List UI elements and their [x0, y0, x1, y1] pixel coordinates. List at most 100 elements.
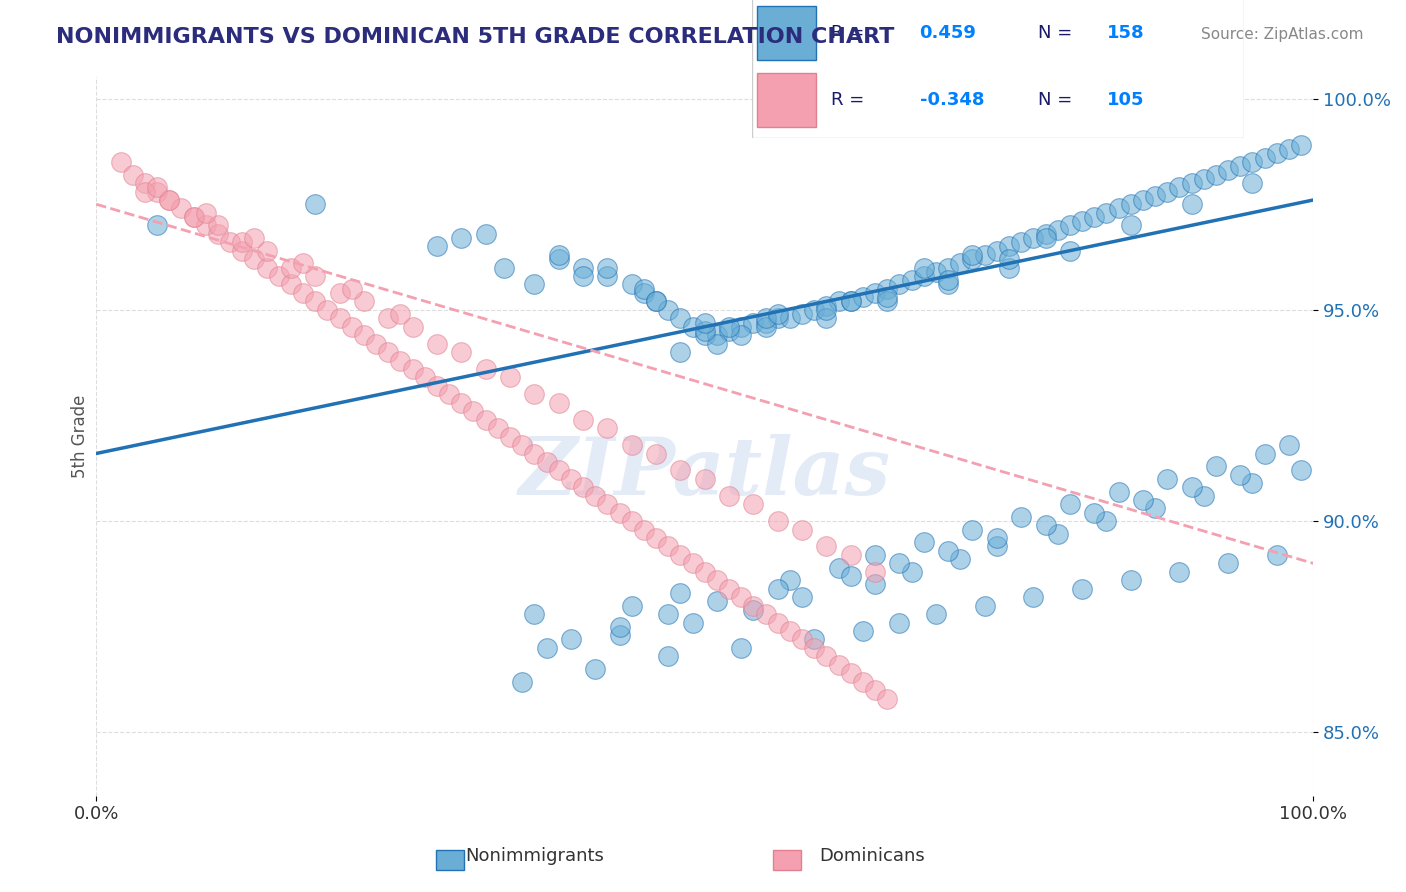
Text: R =: R = — [831, 91, 870, 109]
Point — [790, 523, 813, 537]
Point — [742, 316, 765, 330]
Point — [1205, 168, 1227, 182]
Point — [962, 252, 984, 267]
Point — [1083, 210, 1105, 224]
Point — [900, 565, 922, 579]
Point — [779, 574, 801, 588]
Point — [1022, 590, 1045, 604]
Point — [1289, 138, 1312, 153]
Point — [1241, 155, 1264, 169]
Text: 0.459: 0.459 — [920, 24, 976, 42]
Point — [401, 319, 423, 334]
Point — [401, 362, 423, 376]
Point — [620, 438, 643, 452]
Text: 158: 158 — [1107, 24, 1144, 42]
Point — [547, 248, 569, 262]
Point — [827, 560, 849, 574]
Point — [1059, 244, 1081, 258]
Point — [183, 210, 205, 224]
Point — [450, 345, 472, 359]
Point — [998, 239, 1021, 253]
Point — [146, 219, 169, 233]
Point — [1156, 185, 1178, 199]
Point — [633, 285, 655, 300]
Point — [633, 523, 655, 537]
Point — [839, 569, 862, 583]
Point — [718, 324, 741, 338]
Point — [755, 319, 778, 334]
Point — [474, 227, 496, 241]
Point — [1022, 231, 1045, 245]
Point — [492, 260, 515, 275]
Point — [900, 273, 922, 287]
Point — [682, 319, 704, 334]
Point — [790, 590, 813, 604]
Point — [596, 260, 619, 275]
Point — [329, 285, 352, 300]
Point — [766, 311, 789, 326]
Point — [1010, 235, 1032, 250]
Point — [973, 248, 995, 262]
Point — [1192, 489, 1215, 503]
Point — [936, 277, 959, 292]
Point — [852, 674, 875, 689]
Point — [730, 640, 752, 655]
Point — [1180, 480, 1202, 494]
Point — [1119, 197, 1142, 211]
Point — [998, 252, 1021, 267]
Point — [730, 328, 752, 343]
Point — [1156, 472, 1178, 486]
Point — [1059, 497, 1081, 511]
Point — [1046, 526, 1069, 541]
Point — [256, 244, 278, 258]
Point — [863, 285, 886, 300]
Point — [815, 311, 838, 326]
Point — [827, 657, 849, 672]
Point — [669, 586, 692, 600]
Bar — [758, 5, 817, 60]
Point — [693, 324, 716, 338]
Point — [669, 345, 692, 359]
Point — [596, 497, 619, 511]
Point — [889, 277, 911, 292]
Point — [790, 307, 813, 321]
Point — [1119, 219, 1142, 233]
Text: Dominicans: Dominicans — [818, 847, 925, 864]
Point — [1253, 151, 1275, 165]
Point — [304, 294, 326, 309]
Point — [146, 180, 169, 194]
Point — [1083, 506, 1105, 520]
Point — [839, 548, 862, 562]
Point — [693, 316, 716, 330]
Point — [949, 552, 972, 566]
Point — [583, 489, 606, 503]
Point — [426, 379, 449, 393]
Point — [499, 370, 522, 384]
Point — [742, 497, 765, 511]
Point — [426, 239, 449, 253]
Point — [766, 615, 789, 630]
Point — [523, 387, 546, 401]
Point — [876, 290, 898, 304]
Point — [510, 674, 533, 689]
Point — [1265, 146, 1288, 161]
Text: N =: N = — [1038, 24, 1077, 42]
Point — [730, 590, 752, 604]
Point — [803, 632, 825, 647]
Point — [1144, 188, 1167, 202]
Point — [256, 260, 278, 275]
Point — [657, 649, 679, 664]
Point — [316, 302, 339, 317]
Point — [1289, 463, 1312, 477]
Point — [583, 662, 606, 676]
Point — [231, 244, 253, 258]
Point — [730, 319, 752, 334]
Point — [450, 231, 472, 245]
Point — [852, 624, 875, 638]
Point — [839, 666, 862, 681]
Point — [207, 227, 229, 241]
Point — [596, 421, 619, 435]
Point — [633, 282, 655, 296]
Point — [340, 282, 363, 296]
Point — [742, 603, 765, 617]
